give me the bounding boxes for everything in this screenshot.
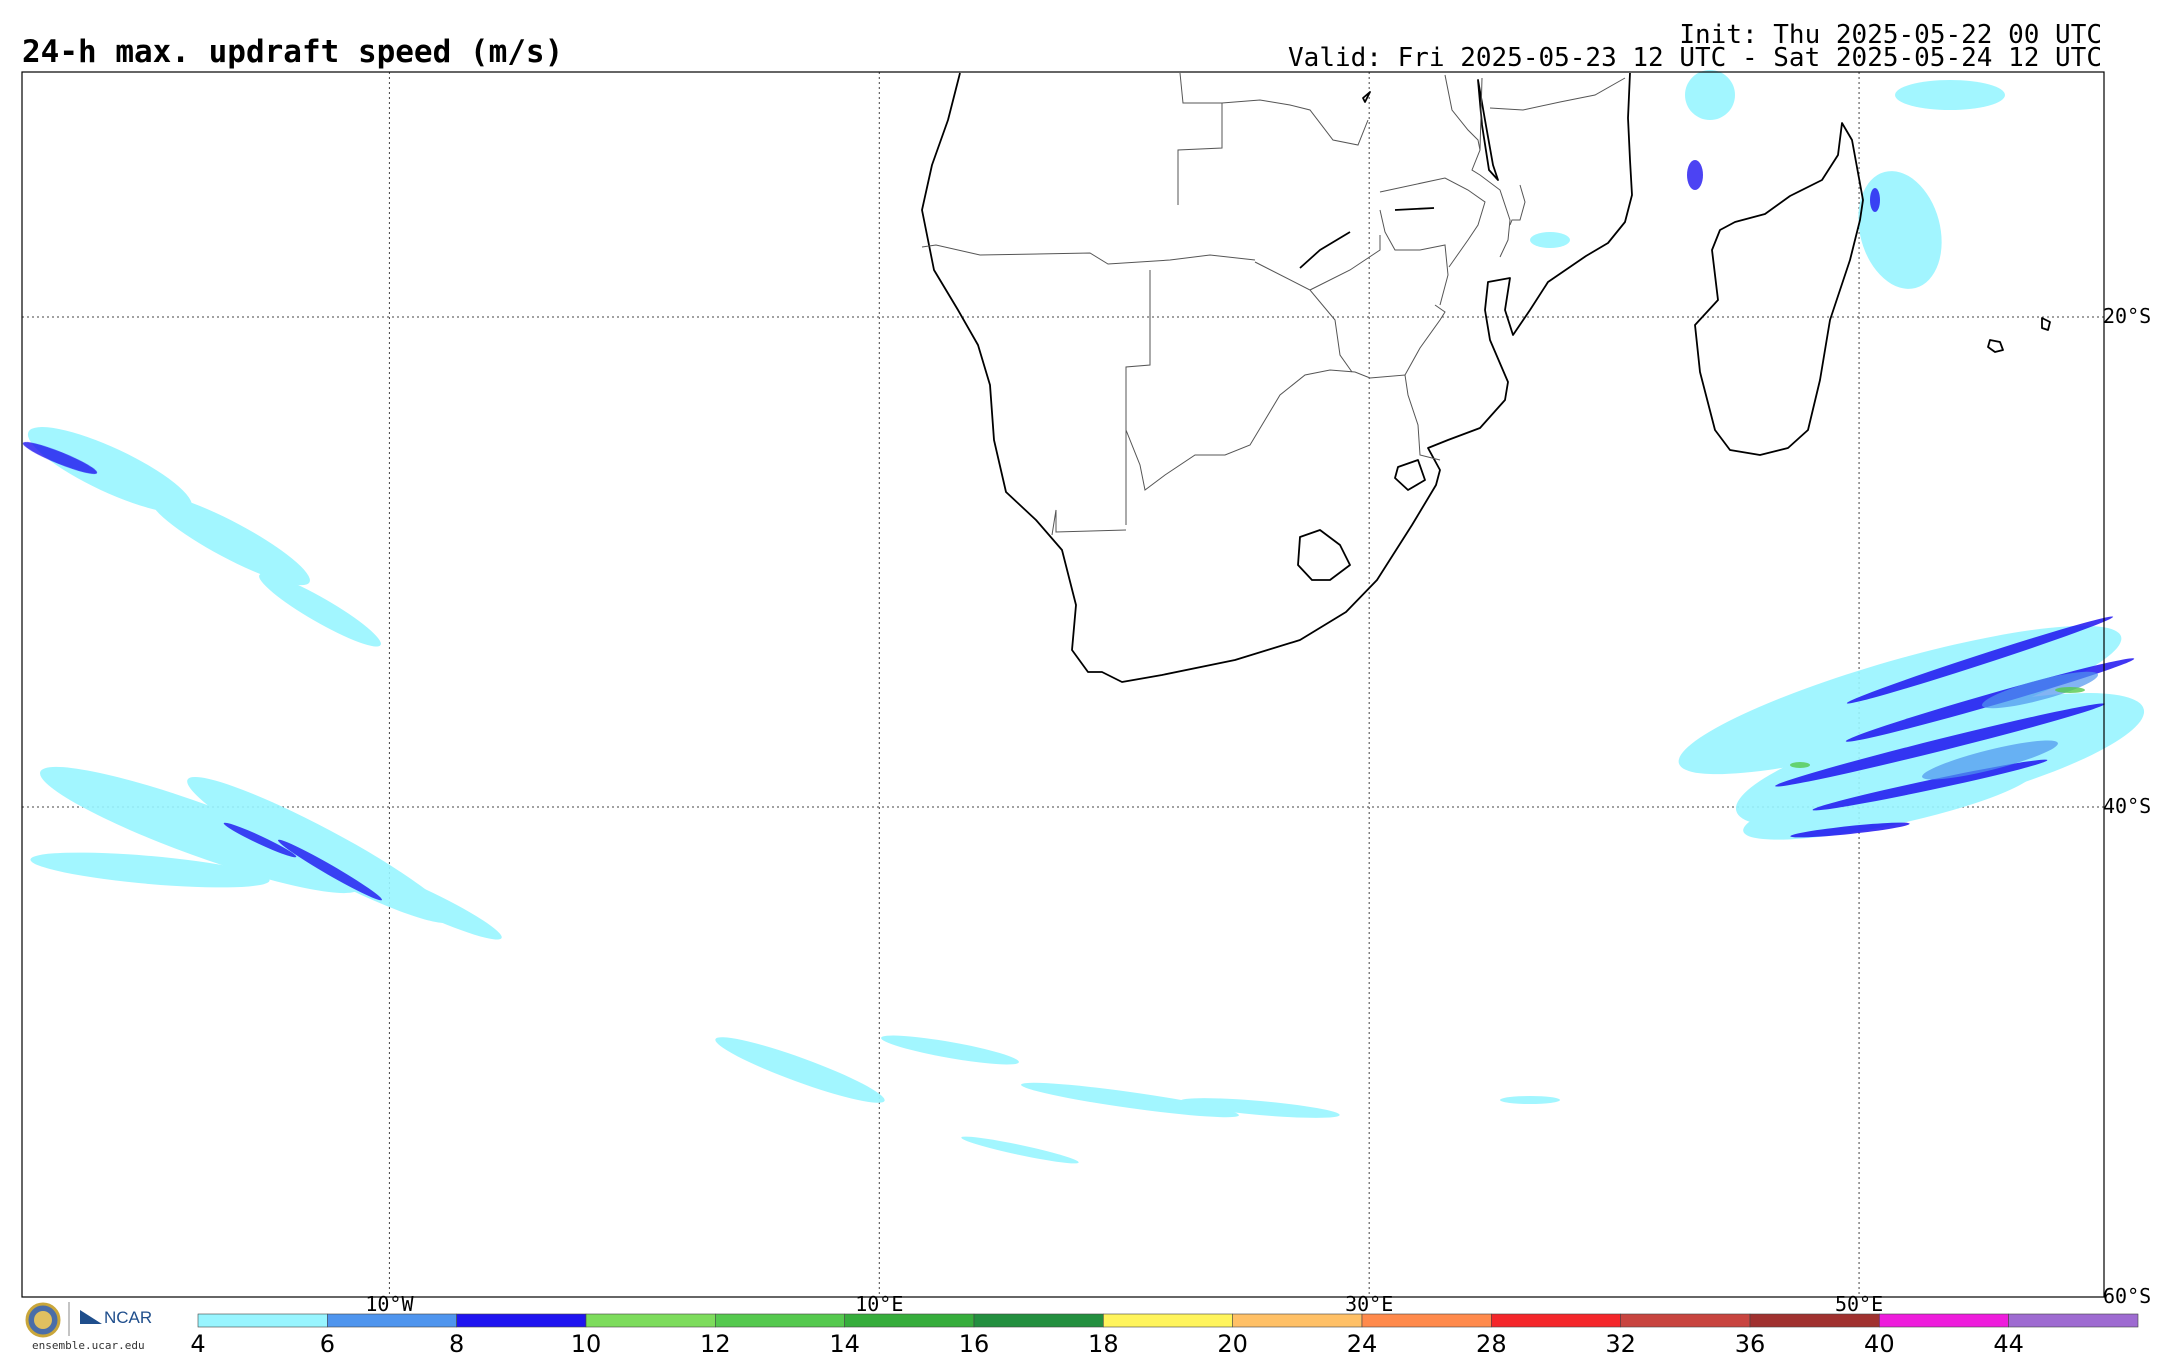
colorbar-swatch: [1232, 1313, 1363, 1328]
longitude-label: 10°W: [365, 1292, 414, 1316]
colorbar-level-label: 4: [190, 1330, 206, 1358]
colorbar-level-label: 44: [1993, 1330, 2024, 1358]
colorbar-swatch: [197, 1313, 328, 1328]
branding-url: ensemble.ucar.edu: [32, 1339, 145, 1352]
init-time: Init: Thu 2025-05-22 00 UTC: [1679, 20, 2102, 50]
colorbar-level-label: 12: [700, 1330, 731, 1358]
updraft-field: [22, 70, 2145, 1164]
nsf-ncar-logo: [25, 1302, 102, 1338]
colorbar-level-label: 10: [570, 1330, 602, 1358]
colorbar-level-label: 20: [1217, 1330, 1248, 1358]
colorbar: [197, 1313, 2139, 1328]
country-borders: [921, 72, 1626, 536]
colorbar-swatch: [1879, 1313, 2009, 1328]
colorbar-level-label: 16: [958, 1330, 990, 1358]
colorbar-level-label: 24: [1346, 1330, 1378, 1358]
colorbar-swatch: [973, 1313, 1104, 1328]
coastlines: [921, 72, 2051, 683]
colorbar-level-label: 18: [1088, 1330, 1119, 1358]
colorbar-level-label: 14: [829, 1330, 860, 1358]
longitude-label: 30°E: [1345, 1292, 1394, 1316]
latitude-label: 20°S: [2103, 304, 2152, 328]
colorbar-swatch: [1103, 1313, 1233, 1328]
map-title: 24-h max. updraft speed (m/s): [22, 34, 564, 70]
colorbar-level-label: 32: [1605, 1330, 1636, 1358]
colorbar-level-label: 8: [449, 1330, 465, 1358]
valid-time: Valid: Fri 2025-05-23 12 UTC - Sat 2025-…: [1288, 43, 2102, 73]
colorbar-level-label: 40: [1864, 1330, 1895, 1358]
longitude-label: 50°E: [1834, 1292, 1884, 1316]
latitude-label: 60°S: [2103, 1284, 2152, 1308]
colorbar-level-label: 36: [1734, 1330, 1766, 1358]
latitude-label: 40°S: [2103, 794, 2152, 818]
colorbar-swatch: [1491, 1313, 1621, 1328]
colorbar-swatch: [715, 1313, 845, 1328]
colorbar-swatch: [456, 1313, 587, 1328]
colorbar-level-label: 28: [1476, 1330, 1507, 1358]
longitude-label: 10°E: [855, 1292, 904, 1316]
colorbar-swatch: [585, 1313, 716, 1328]
gridlines: [22, 72, 2104, 1298]
ncar-wordmark: NCAR: [104, 1308, 153, 1327]
colorbar-swatch: [2008, 1313, 2139, 1328]
map-frame: [21, 71, 2105, 1298]
colorbar-level-label: 6: [319, 1330, 335, 1358]
colorbar-swatch: [1620, 1313, 1751, 1328]
